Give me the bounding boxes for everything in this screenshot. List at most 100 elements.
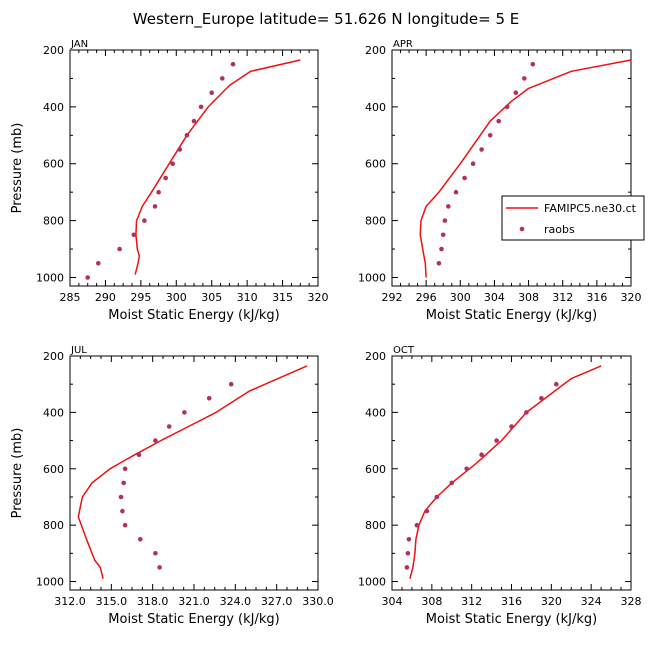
panel-apr: 292 296 300 304 308 312 316 320 200 400 600 800 1000… xyxy=(358,39,642,323)
obs-point xyxy=(439,246,444,252)
y-tick-label: 800 xyxy=(43,215,64,228)
panel-title: JUL xyxy=(70,345,87,356)
obs-point xyxy=(554,381,559,387)
y-tick-label: 200 xyxy=(365,350,386,363)
x-tick-label: 285 xyxy=(60,291,81,304)
plot-frame xyxy=(69,355,319,591)
y-tick-label: 800 xyxy=(43,519,64,532)
obs-point xyxy=(152,204,158,209)
y-tick-label: 1000 xyxy=(36,576,64,589)
obs-point xyxy=(414,522,420,528)
obs-point xyxy=(464,466,470,472)
figure-title: Western_Europe latitude= 51.626 N longit… xyxy=(133,10,519,29)
obs-point xyxy=(120,508,125,514)
x-tick-label: 327.0 xyxy=(261,595,293,608)
model-profile-line xyxy=(77,365,308,579)
x-axis-label: Moist Static Energy (kJ/kg) xyxy=(108,612,279,627)
obs-point xyxy=(230,61,236,67)
obs-point xyxy=(157,565,162,570)
plot-frame xyxy=(391,355,632,591)
obs-point xyxy=(406,537,412,542)
legend-obs-marker xyxy=(519,226,525,232)
x-tick-label: 310 xyxy=(237,291,258,304)
x-tick-label: 324.0 xyxy=(220,595,252,608)
obs-point xyxy=(524,410,529,415)
model-profile-line xyxy=(134,59,301,275)
y-tick-label: 800 xyxy=(365,519,386,532)
obs-point xyxy=(539,396,544,401)
x-tick-label: 312 xyxy=(552,291,573,304)
obs-point xyxy=(220,76,225,81)
obs-point xyxy=(153,438,158,443)
obs-point xyxy=(166,424,172,429)
panel-title: APR xyxy=(393,39,413,50)
obs-point xyxy=(496,118,502,124)
obs-point xyxy=(170,161,175,166)
obs-point xyxy=(131,232,137,238)
panel-jan: 285 290 295 300 305 310 315 320 200 400 600 800 1000… xyxy=(10,39,329,323)
obs-point xyxy=(479,147,484,152)
obs-point xyxy=(182,410,187,415)
y-tick-label: 200 xyxy=(43,44,64,57)
x-tick-label: 316 xyxy=(586,291,607,304)
model-profile-line xyxy=(419,59,632,278)
obs-point xyxy=(198,104,204,110)
plot-frame xyxy=(69,49,319,287)
obs-point xyxy=(440,232,446,238)
y-tick-label: 400 xyxy=(365,406,386,419)
obs-point xyxy=(142,218,147,223)
obs-point xyxy=(470,161,476,166)
y-tick-label: 200 xyxy=(43,350,64,363)
panel-oct: 304 308 312 316 320 324 328 200 400 600 800 1000 OCT… xyxy=(358,345,642,627)
obs-point xyxy=(136,452,142,458)
obs-point xyxy=(156,189,161,195)
y-tick-label: 1000 xyxy=(358,271,386,284)
x-tick-label: 305 xyxy=(201,291,222,304)
x-tick-label: 308 xyxy=(518,291,539,304)
y-tick-label: 600 xyxy=(43,158,64,171)
obs-point xyxy=(453,189,459,195)
y-tick-label: 600 xyxy=(365,463,386,476)
y-tick-label: 600 xyxy=(365,158,386,171)
obs-point xyxy=(96,261,101,266)
obs-point xyxy=(117,246,122,252)
legend-obs-label: raobs xyxy=(544,223,575,236)
obs-point xyxy=(434,494,440,500)
x-tick-label: 324 xyxy=(581,595,602,608)
obs-point xyxy=(446,204,451,209)
obs-point xyxy=(442,218,448,223)
legend-model-label: FAMIPC5.ne30.ct xyxy=(544,202,637,215)
panel-title: JAN xyxy=(70,39,88,50)
x-tick-label: 300 xyxy=(166,291,187,304)
x-tick-label: 304 xyxy=(484,291,505,304)
legend-frame xyxy=(501,195,645,241)
x-tick-label: 315.0 xyxy=(96,595,128,608)
x-tick-label: 295 xyxy=(130,291,151,304)
obs-point xyxy=(85,275,90,280)
obs-point xyxy=(479,452,484,458)
panels: 285 290 295 300 305 310 315 320 200 400 600 800 1000… xyxy=(10,39,642,627)
x-axis-label: Moist Static Energy (kJ/kg) xyxy=(426,612,597,627)
y-tick-label: 400 xyxy=(43,406,64,419)
y-tick-label: 400 xyxy=(43,101,64,114)
obs-point xyxy=(424,508,430,514)
obs-point xyxy=(153,551,158,556)
x-tick-label: 330.0 xyxy=(302,595,334,608)
obs-point xyxy=(405,551,411,556)
y-axis-label: Pressure (mb) xyxy=(10,428,25,519)
x-tick-label: 320 xyxy=(541,595,562,608)
obs-point xyxy=(504,104,510,110)
obs-point xyxy=(163,175,168,181)
legend: FAMIPC5.ne30.ct raobs xyxy=(501,195,645,241)
x-tick-label: 328 xyxy=(621,595,642,608)
x-axis-label: Moist Static Energy (kJ/kg) xyxy=(426,308,597,323)
x-tick-label: 320 xyxy=(308,291,329,304)
x-tick-label: 320 xyxy=(621,291,642,304)
obs-point xyxy=(184,133,190,138)
x-tick-label: 321.0 xyxy=(178,595,210,608)
y-tick-label: 1000 xyxy=(36,271,64,284)
obs-point xyxy=(487,133,493,138)
obs-point xyxy=(436,261,442,266)
x-tick-label: 304 xyxy=(382,595,403,608)
